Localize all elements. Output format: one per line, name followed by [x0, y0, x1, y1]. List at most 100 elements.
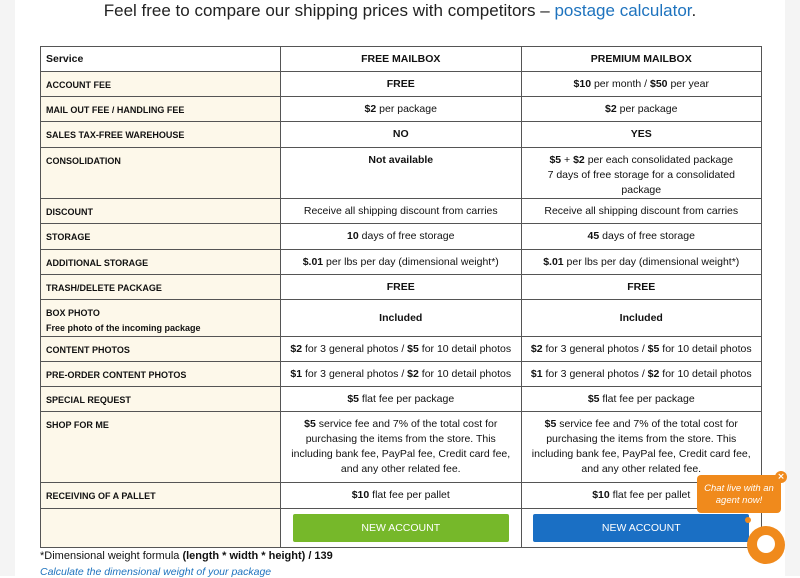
header-premium-mailbox: PREMIUM MAILBOX: [520, 46, 762, 72]
premium-mailbox-value: $1 for 3 general photos / $2 for 10 deta…: [520, 361, 762, 387]
premium-mailbox-value: YES: [520, 121, 762, 148]
close-chat-icon[interactable]: ×: [775, 471, 787, 483]
table-row: PRE-ORDER CONTENT PHOTOS $1 for 3 general…: [40, 361, 762, 387]
premium-mailbox-value: $5 + $2 per each consolidated package 7 d…: [520, 147, 762, 199]
chat-indicator-dot: [745, 517, 751, 523]
value-text: per month /: [591, 77, 650, 90]
premium-mailbox-value: $2 per package: [520, 96, 762, 122]
value-emphasis: $2: [573, 154, 585, 166]
table-row: BOX PHOTO Free photo of the incoming pack…: [40, 299, 762, 337]
service-name: PRE-ORDER CONTENT PHOTOS: [46, 370, 187, 380]
free-mailbox-value: $5 flat fee per package: [280, 386, 522, 412]
premium-mailbox-value: $5 flat fee per package: [520, 386, 762, 412]
value-text: days of free storage: [358, 230, 455, 242]
table-row: ACCOUNT FEE FREE $10 per month / $50 per y…: [40, 71, 762, 97]
premium-mailbox-value: 45 days of free storage: [520, 223, 762, 250]
postage-calculator-link[interactable]: postage calculator: [554, 1, 692, 20]
service-name: SPECIAL REQUEST: [46, 395, 131, 405]
service-name: RECEIVING OF A PALLET: [46, 491, 156, 501]
value-text: flat fee per package: [599, 392, 695, 405]
free-mailbox-value: Not available: [280, 147, 522, 199]
value-text: service fee and 7% of the total cost for…: [531, 418, 751, 475]
value-text: per each consolidated package: [584, 154, 734, 166]
service-label: MAIL OUT FEE / HANDLING FEE: [40, 96, 281, 122]
value-emphasis: $5: [587, 392, 600, 405]
value-text: for 3 general photos /: [302, 342, 408, 355]
free-mailbox-value: FREE: [280, 71, 522, 97]
value-text: for 10 detail photos: [418, 342, 512, 355]
service-label: BOX PHOTO Free photo of the incoming pack…: [40, 299, 281, 337]
value-emphasis: Included: [379, 311, 423, 324]
value-text: for 10 detail photos: [659, 342, 752, 355]
premium-mailbox-value: Receive all shipping discount from carri…: [520, 198, 762, 224]
value-text: flat fee per pallet: [369, 489, 450, 501]
free-mailbox-value: $1 for 3 general photos / $2 for 10 deta…: [280, 361, 522, 387]
service-label: CONSOLIDATION: [40, 147, 281, 199]
calculate-dimensional-weight-link[interactable]: Calculate the dimensional weight of your…: [40, 566, 272, 578]
service-name: CONTENT PHOTOS: [46, 345, 130, 355]
scrollbar-track[interactable]: [785, 0, 800, 576]
service-name: BOX PHOTO: [46, 308, 100, 318]
value-text: flat fee per pallet: [609, 489, 691, 501]
value-emphasis: YES: [630, 128, 652, 140]
value-emphasis: $5: [347, 392, 360, 405]
table-row: SALES TAX-FREE WAREHOUSE NO YES: [40, 121, 762, 148]
service-sublabel: Free photo of the incoming package: [46, 323, 201, 333]
table-row: STORAGE 10 days of free storage 45 days of…: [40, 223, 762, 250]
value-text: per package: [376, 102, 437, 115]
value-text: per lbs per day (dimensional weight*): [323, 255, 499, 268]
service-label: DISCOUNT: [40, 198, 281, 224]
value-text: +: [561, 154, 574, 166]
premium-mailbox-value: Included: [520, 299, 762, 337]
free-mailbox-value: $5 service fee and 7% of the total cost …: [280, 411, 522, 483]
free-mailbox-value: FREE: [280, 274, 522, 300]
service-name: SALES TAX-FREE WAREHOUSE: [46, 130, 185, 140]
premium-mailbox-value: $5 service fee and 7% of the total cost …: [520, 411, 762, 483]
free-mailbox-value: $2 for 3 general photos / $5 for 10 deta…: [280, 336, 522, 362]
value-emphasis: $2: [530, 342, 543, 355]
premium-new-account-button[interactable]: NEW ACCOUNT: [533, 514, 750, 542]
free-mailbox-value: Receive all shipping discount from carri…: [280, 198, 522, 224]
service-label: ADDITIONAL STORAGE: [40, 249, 281, 275]
value-emphasis: $2: [605, 102, 617, 115]
dimensional-weight-note: *Dimensional weight formula (length * wi…: [40, 550, 333, 562]
value-emphasis: $2: [364, 102, 377, 115]
value-text: days of free storage: [599, 230, 695, 242]
value-text: for 3 general photos /: [542, 367, 648, 380]
chat-launcher-button[interactable]: [747, 526, 785, 564]
table-row: CONTENT PHOTOS $2 for 3 general photos / …: [40, 336, 762, 362]
header-service: Service: [40, 46, 281, 72]
pricing-table: Service FREE MAILBOX PREMIUM MAILBOX ACC…: [40, 46, 762, 548]
value-emphasis: $2: [290, 342, 303, 355]
service-label: STORAGE: [40, 223, 281, 250]
table-row: DISCOUNT Receive all shipping discount fr…: [40, 198, 762, 224]
table-row: SPECIAL REQUEST $5 flat fee per package $5…: [40, 386, 762, 412]
table-row: SHOP FOR ME $5 service fee and 7% of the …: [40, 411, 762, 483]
service-label: SALES TAX-FREE WAREHOUSE: [40, 121, 281, 148]
service-name: DISCOUNT: [46, 207, 93, 217]
button-row: NEW ACCOUNT NEW ACCOUNT: [40, 508, 762, 548]
value-emphasis: NO: [392, 128, 409, 140]
headline-end: .: [691, 1, 697, 20]
free-new-account-button[interactable]: NEW ACCOUNT: [292, 514, 509, 542]
value-text: for 3 general photos /: [302, 367, 408, 380]
value-emphasis: $.01: [302, 255, 324, 268]
free-button-cell: NEW ACCOUNT: [280, 508, 522, 548]
value-text: flat fee per package: [359, 392, 455, 405]
value-emphasis: Included: [619, 311, 663, 324]
value-text: for 10 detail photos: [418, 367, 512, 380]
headline-text: Feel free to compare our shipping prices…: [103, 1, 555, 20]
free-mailbox-value: 10 days of free storage: [280, 223, 522, 250]
premium-button-cell: NEW ACCOUNT: [520, 508, 762, 548]
service-name: STORAGE: [46, 232, 91, 242]
value-emphasis: $5: [407, 342, 419, 355]
service-label: SHOP FOR ME: [40, 411, 281, 483]
free-mailbox-value: $10 flat fee per pallet: [280, 482, 522, 509]
value-emphasis: $.01: [543, 255, 564, 268]
value-emphasis: FREE: [386, 280, 415, 293]
value-emphasis: FREE: [386, 77, 415, 90]
value-text: Receive all shipping discount from carri…: [544, 204, 739, 217]
chat-bubble[interactable]: Chat live with an agent now!: [697, 475, 781, 513]
premium-mailbox-value: $2 for 3 general photos / $5 for 10 deta…: [520, 336, 762, 362]
value-emphasis: $5: [544, 418, 557, 430]
